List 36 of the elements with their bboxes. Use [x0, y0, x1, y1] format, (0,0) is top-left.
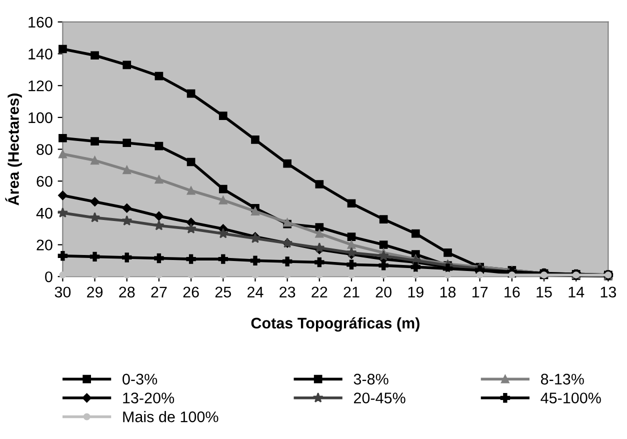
y-tick-label: 60 [36, 176, 52, 187]
x-tick-label: 19 [408, 286, 424, 298]
legend-label: 45-100% [540, 392, 601, 404]
y-tick-label: 20 [36, 240, 52, 250]
y-tick-label: 0 [45, 271, 52, 282]
y-tick-label: 40 [36, 208, 52, 219]
x-tick-label: 29 [87, 286, 103, 298]
y-tick-label: 160 [28, 16, 52, 28]
x-tick-label: 30 [54, 286, 71, 298]
x-tick-label: 15 [536, 286, 552, 298]
y-axis-title: Área (Hectares) [5, 94, 22, 206]
x-tick-label: 20 [376, 286, 392, 298]
x-tick-label: 27 [151, 286, 167, 298]
x-tick-label: 26 [183, 286, 199, 298]
y-tick-label: 80 [36, 144, 52, 155]
x-tick-label: 21 [344, 286, 360, 298]
x-tick-label: 18 [440, 286, 456, 298]
y-tick-label: 120 [28, 80, 52, 92]
x-tick-label: 23 [280, 286, 296, 298]
legend-label: 0-3% [122, 374, 158, 385]
legend-label: 8-13% [540, 374, 584, 385]
x-tick-label: 16 [504, 286, 520, 298]
legend-label: Mais de 100% [123, 411, 218, 422]
legend-label: 13-20% [123, 392, 174, 404]
x-tick-label: 24 [248, 286, 264, 298]
y-tick-label: 100 [28, 112, 52, 124]
x-tick-label: 14 [568, 286, 584, 298]
x-tick-label: 22 [312, 286, 328, 298]
x-tick-label: 17 [472, 286, 488, 298]
x-axis-title: Cotas Topográficas (m) [251, 317, 420, 332]
x-tick-label: 28 [119, 286, 135, 298]
y-tick-label: 140 [28, 48, 52, 60]
x-tick-label: 25 [215, 286, 231, 298]
x-tick-label: 13 [600, 286, 616, 298]
legend-label: 20-45% [354, 392, 406, 404]
legend-label: 3-8% [354, 374, 388, 385]
